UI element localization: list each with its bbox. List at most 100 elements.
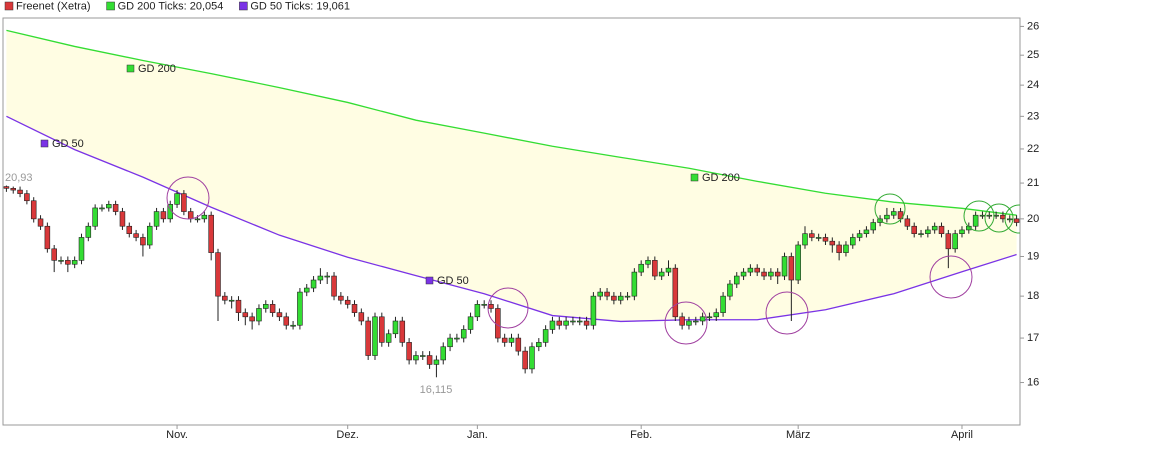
candle-body [344,299,351,305]
candle-body [297,291,303,326]
candle-body [263,304,269,309]
candle-body [276,312,283,318]
candle-body [665,267,672,273]
x-tick-label: Nov. [166,429,188,441]
candle-body [44,225,51,250]
highlight-circle [664,301,708,345]
candle-body [679,316,685,326]
highlight-circle [487,287,529,329]
y-tick-label: 19 [1027,250,1039,262]
candle-body [167,204,173,220]
candle-body [699,316,706,322]
candle-body [249,316,255,322]
candle-body [836,244,842,253]
candle-body [693,320,699,323]
candle-body [10,188,16,191]
candle-body [99,207,105,210]
candle-body [65,260,71,265]
candle-body [515,337,522,352]
candle-body [413,355,419,361]
candle-body [324,275,330,278]
highlight-circle [166,176,210,220]
label-marker [40,139,49,148]
candle-body [597,291,603,297]
candle-body [959,229,965,234]
candle-body [338,295,344,301]
candle-body [952,233,958,250]
candle-body [3,186,10,189]
band-fill [6,30,1017,322]
y-tick-label: 26 [1027,20,1039,32]
candle-body [720,295,726,313]
candle-body [890,211,897,216]
candle-body [392,320,399,335]
candle-body [761,271,767,277]
line [6,29,1017,216]
label-marker [126,64,135,73]
candle-body [897,211,904,220]
candle-body [631,271,638,297]
legend-label: Freenet (Xetra) [16,0,91,12]
candle-body [795,244,801,281]
candle-body [768,271,774,277]
candle-body [549,320,556,330]
candle-body [242,312,249,318]
x-tick-label: Jan. [467,429,488,441]
annotation: GD 50 [437,275,469,287]
candle-body [426,355,433,365]
annotation: 16,115 [420,384,453,396]
candle-body [645,260,651,265]
candle-body [78,237,85,261]
candle-body [570,320,576,323]
candle-body [884,214,890,220]
candle-body [331,275,337,297]
highlight-circles [166,176,1020,345]
y-tick-label: 25 [1027,49,1039,61]
y-tick-label: 17 [1027,332,1039,344]
candle-body [187,211,194,220]
highlight-circle [874,193,906,225]
candle-body [194,218,201,221]
candle-body [563,320,569,326]
candle-body [918,233,924,235]
candle-body [774,271,781,277]
candle-body [652,260,658,277]
y-tick-label: 20 [1027,213,1039,225]
candle-body [686,320,692,326]
candle-body [727,283,733,297]
candle-body [938,225,945,234]
label-marker [690,173,699,182]
candle-body [972,214,979,227]
candle-body [208,214,214,253]
annotation: GD 200 [138,63,176,75]
candle-body [406,342,412,361]
candle-body [160,211,167,220]
candle-body [303,287,310,293]
candle-body [467,316,474,330]
legend-swatch [239,1,248,11]
candle-body [71,260,78,265]
candle-body [181,193,187,212]
highlight-circle [1004,204,1020,234]
highlight-circle [765,291,809,335]
candle-body [454,337,460,340]
highlight-circle [963,200,995,232]
candle-body [740,271,747,277]
candle-body [747,267,754,273]
candle-body [1013,218,1020,223]
label-marker [425,276,434,285]
candle-body [51,248,57,261]
y-tick-label: 24 [1027,79,1039,91]
candle-body [30,200,37,220]
candle-body [256,308,262,322]
candle-body [850,237,856,246]
candle-body [863,229,870,234]
candle-body [106,204,112,209]
highlight-circle [929,255,973,299]
candle-body [447,337,453,348]
candle-body [911,225,917,234]
candle-body [870,222,877,231]
candle-body [495,308,501,339]
candle-body [92,207,98,227]
candle-body [58,260,64,262]
